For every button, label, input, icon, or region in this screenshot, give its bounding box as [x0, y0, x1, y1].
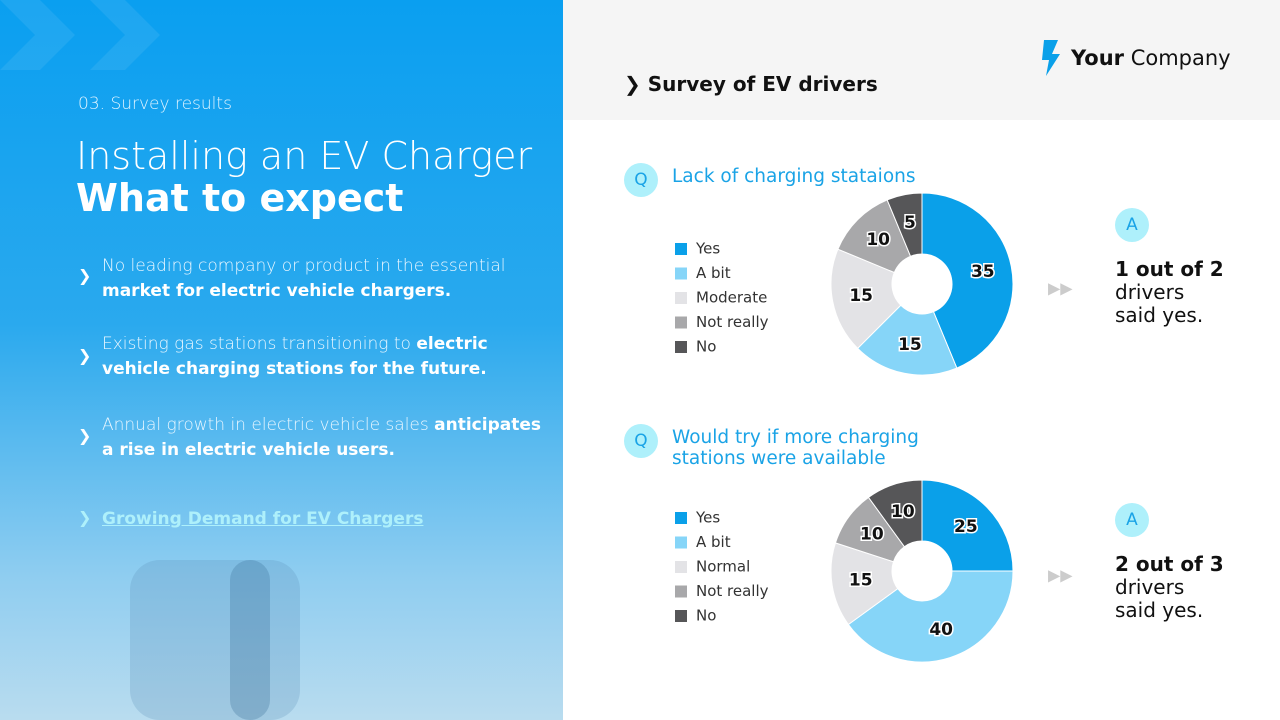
bullet-bold: market for electric vehicle chargers.	[102, 281, 452, 301]
logo: Your Company	[1071, 46, 1231, 70]
data-label: 10	[860, 525, 884, 545]
legend-swatch	[675, 585, 687, 598]
answer-text: drivers said yes.	[1115, 280, 1204, 327]
title-bold: What to expect	[76, 176, 404, 220]
legend-label: Moderate	[696, 289, 767, 307]
legend-swatch	[675, 341, 687, 353]
logo-icon	[1042, 40, 1060, 76]
bullet-text: Annual growth in electric vehicle sales	[102, 415, 429, 435]
donut-slice	[830, 248, 902, 350]
arrow: ▶▶	[1048, 279, 1073, 298]
bullet-icon: ❯	[78, 266, 92, 285]
bullet-text: No leading company or product in the ess…	[102, 256, 506, 276]
question-title: Would try if more charging stations were…	[672, 427, 919, 469]
legend-label: Not really	[696, 582, 769, 600]
legend-swatch	[675, 316, 687, 329]
question-marker: Q	[624, 163, 658, 197]
left-panel: 03. Survey results Installing an EV Char…	[0, 0, 563, 720]
legend-label: Yes	[695, 240, 720, 258]
legend-swatch	[675, 267, 687, 280]
data-label: 15	[898, 335, 922, 355]
donut-slice	[886, 192, 923, 257]
donut-slice	[867, 479, 923, 548]
data-label: 25	[954, 517, 978, 537]
donut-slice	[921, 479, 1014, 572]
answer-bold: 1 out of 2	[1115, 257, 1224, 281]
bullet: Annual growth in electric vehicle sales …	[102, 413, 542, 463]
data-label: 10	[891, 502, 915, 522]
donut-slice	[921, 192, 1014, 369]
legend-swatch	[675, 512, 687, 524]
legend-swatch	[675, 536, 687, 549]
legend-label: No	[696, 338, 716, 356]
bullet-icon: ❯	[78, 426, 92, 445]
bullet-text: Existing gas stations transitioning to	[102, 334, 411, 354]
logo-bold: Your	[1071, 46, 1125, 70]
answer-text: drivers said yes.	[1115, 575, 1204, 622]
legend-swatch	[675, 610, 687, 622]
answer-marker: A	[1115, 503, 1149, 537]
data-label: 15	[849, 571, 873, 591]
answer: 1 out of 2 drivers said yes.	[1115, 258, 1225, 327]
donut-slice	[856, 304, 958, 376]
question-title: Lack of charging stataions	[672, 166, 916, 187]
decor	[0, 0, 300, 720]
logo-light: Company	[1130, 46, 1231, 70]
answer: 2 out of 3 drivers said yes.	[1115, 553, 1225, 622]
bullet: Existing gas stations transitioning to e…	[102, 332, 542, 382]
question-marker: Q	[624, 424, 658, 458]
link[interactable]: Growing Demand for EV Chargers	[102, 509, 424, 529]
legend-label: Yes	[695, 509, 720, 527]
bullet-icon: ❯	[78, 346, 92, 365]
data-label: 10	[866, 230, 890, 250]
answer-bold: 2 out of 3	[1115, 552, 1224, 576]
data-label: 35	[971, 262, 995, 282]
bullet: No leading company or product in the ess…	[102, 254, 542, 304]
bullet-bold: electric vehicle charging stations for t…	[102, 334, 488, 379]
arrow: ▶▶	[1048, 566, 1073, 585]
data-label: 40	[929, 620, 953, 640]
panel-title: ❯ Survey of EV drivers	[624, 72, 878, 96]
legend-label: Not really	[696, 313, 769, 331]
bullet-bold: anticipates a rise in electric vehicle u…	[102, 415, 542, 460]
legend-label: Normal	[696, 558, 750, 576]
data-label: 15	[849, 286, 873, 306]
legend-swatch	[675, 561, 687, 573]
legend-label: No	[696, 607, 716, 625]
legend-swatch	[675, 292, 687, 304]
answer-marker: A	[1115, 208, 1149, 242]
legend-label: A bit	[696, 533, 731, 551]
legend-swatch	[675, 243, 687, 255]
data-label: 5	[904, 213, 916, 233]
panel-header	[563, 0, 1280, 120]
section-label: 03. Survey results	[78, 94, 232, 114]
title-light: Installing an EV Charger	[76, 134, 533, 178]
panel-title-text: Survey of EV drivers	[647, 72, 878, 96]
link-icon: ❯	[78, 508, 92, 527]
donut-slice	[847, 570, 1014, 663]
legend-label: A bit	[696, 264, 731, 282]
